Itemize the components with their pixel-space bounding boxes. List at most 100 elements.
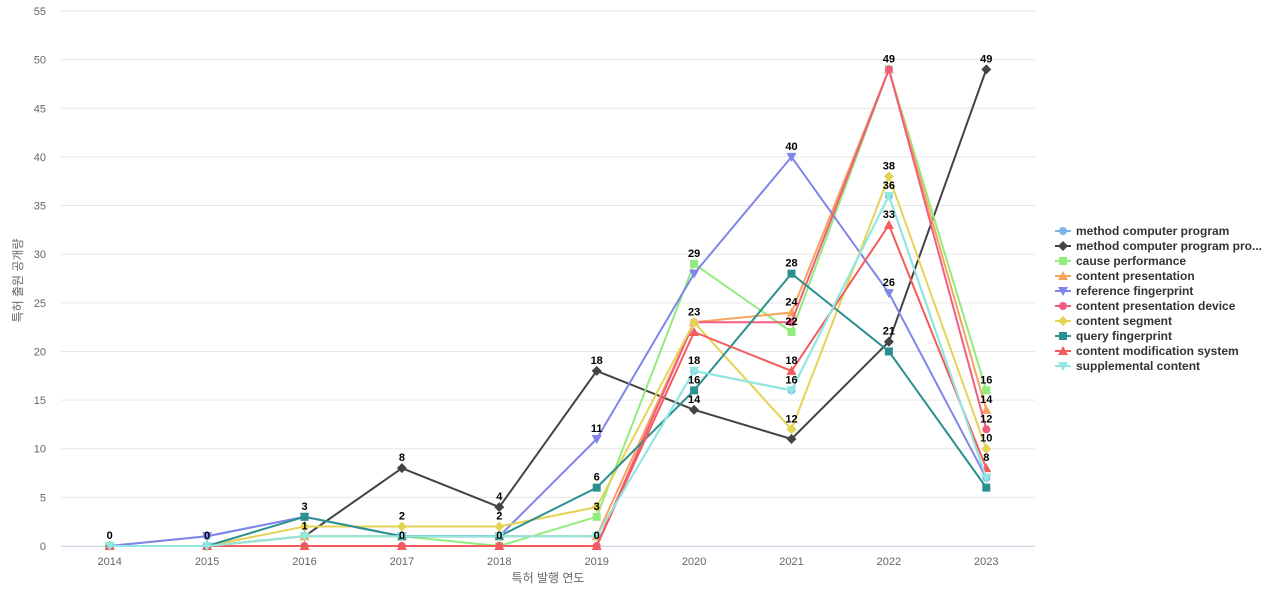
x-tick-label: 2020 bbox=[682, 556, 706, 568]
data-label: 38 bbox=[883, 160, 895, 172]
x-tick-label: 2014 bbox=[97, 556, 121, 568]
legend-item[interactable]: content modification system bbox=[1055, 344, 1239, 358]
data-point bbox=[690, 386, 699, 395]
series-line bbox=[109, 194, 988, 547]
data-point bbox=[884, 65, 893, 74]
y-tick-label: 25 bbox=[34, 298, 46, 310]
x-tick-label: 2022 bbox=[877, 556, 901, 568]
data-label: 18 bbox=[688, 355, 700, 367]
data-point bbox=[1058, 362, 1068, 371]
data-label: 1 bbox=[301, 520, 307, 532]
x-tick-label: 2015 bbox=[195, 556, 219, 568]
series-method-computer-program bbox=[105, 191, 991, 550]
data-point bbox=[396, 541, 407, 550]
legend-item[interactable]: supplemental content bbox=[1055, 359, 1200, 373]
x-tick-label: 2023 bbox=[974, 556, 998, 568]
series-line bbox=[109, 155, 988, 547]
legend-item[interactable]: reference fingerprint bbox=[1055, 284, 1193, 298]
data-label: 0 bbox=[594, 530, 600, 542]
series-content-modification-system bbox=[104, 220, 992, 550]
data-point bbox=[883, 191, 894, 201]
series-content-presentation bbox=[104, 64, 992, 550]
legend-label: content presentation device bbox=[1076, 299, 1236, 313]
series-line bbox=[109, 68, 988, 547]
data-label: 18 bbox=[591, 355, 603, 367]
series-line bbox=[109, 68, 988, 547]
data-point bbox=[299, 521, 310, 532]
data-label: 2 bbox=[496, 511, 502, 523]
data-label: 28 bbox=[785, 258, 797, 270]
y-axis: 0 5 10 15 20 25 30 35 40 45 50 55 bbox=[34, 6, 46, 553]
series-supplemental-content bbox=[104, 191, 992, 551]
legend-label: method computer program pro... bbox=[1076, 239, 1262, 253]
data-label: 12 bbox=[980, 413, 992, 425]
y-tick-label: 30 bbox=[34, 249, 46, 261]
data-point bbox=[1059, 227, 1067, 235]
data-point bbox=[689, 317, 700, 328]
series-content-segment bbox=[104, 171, 992, 551]
data-label: 14 bbox=[688, 394, 701, 406]
data-point bbox=[592, 483, 601, 492]
legend-label: method computer program bbox=[1076, 224, 1229, 238]
data-point bbox=[883, 336, 894, 347]
y-tick-label: 5 bbox=[40, 492, 46, 504]
series-line bbox=[109, 194, 988, 547]
data-point bbox=[591, 435, 602, 444]
legend-item[interactable]: method computer program bbox=[1055, 224, 1229, 238]
data-point bbox=[787, 318, 796, 327]
x-tick-label: 2017 bbox=[390, 556, 414, 568]
data-point bbox=[396, 532, 407, 542]
data-point bbox=[494, 521, 505, 532]
data-point bbox=[786, 386, 797, 396]
data-label: 8 bbox=[983, 452, 989, 464]
data-label: 12 bbox=[785, 413, 797, 425]
data-label: 10 bbox=[980, 433, 992, 445]
data-label: 22 bbox=[785, 316, 797, 328]
series-method-computer-program-pro- bbox=[104, 64, 992, 551]
legend-item[interactable]: query fingerprint bbox=[1055, 329, 1172, 343]
data-label: 26 bbox=[883, 277, 895, 289]
data-label: 29 bbox=[688, 248, 700, 260]
data-label: 14 bbox=[980, 394, 993, 406]
data-point bbox=[591, 502, 602, 513]
legend-label: content modification system bbox=[1076, 344, 1239, 358]
data-label: 3 bbox=[594, 501, 600, 513]
data-point bbox=[591, 365, 602, 376]
data-label: 0 bbox=[496, 530, 502, 542]
y-tick-label: 15 bbox=[34, 395, 46, 407]
legend-label: supplemental content bbox=[1076, 359, 1200, 373]
data-label: 33 bbox=[883, 209, 895, 221]
legend-label: cause performance bbox=[1076, 254, 1186, 268]
data-label: 6 bbox=[594, 472, 600, 484]
legend-label: content segment bbox=[1076, 314, 1172, 328]
legend-item[interactable]: content presentation device bbox=[1055, 299, 1236, 313]
y-tick-label: 35 bbox=[34, 201, 46, 213]
data-point bbox=[786, 434, 797, 444]
data-point bbox=[1058, 241, 1068, 251]
series-cause-performance bbox=[105, 65, 991, 550]
x-tick-label: 2019 bbox=[584, 556, 608, 568]
series-line bbox=[109, 175, 988, 547]
legend-item[interactable]: content presentation bbox=[1055, 269, 1195, 283]
legend-label: reference fingerprint bbox=[1076, 284, 1193, 298]
data-point bbox=[981, 473, 992, 483]
data-point bbox=[396, 521, 407, 532]
data-point bbox=[494, 532, 505, 542]
data-label: 0 bbox=[107, 530, 113, 542]
legend-item[interactable]: method computer program pro... bbox=[1055, 239, 1262, 253]
data-point bbox=[591, 532, 602, 542]
data-point bbox=[786, 152, 797, 162]
legend-item[interactable]: cause performance bbox=[1055, 254, 1186, 268]
data-label: 18 bbox=[785, 355, 797, 367]
data-point bbox=[981, 443, 992, 454]
y-axis-title: 특허 출원 공개량 bbox=[11, 239, 25, 323]
data-point bbox=[1058, 346, 1068, 355]
y-tick-label: 50 bbox=[34, 55, 46, 67]
legend-item[interactable]: content segment bbox=[1055, 314, 1172, 328]
legend-label: query fingerprint bbox=[1076, 329, 1172, 343]
data-point bbox=[1058, 271, 1068, 280]
data-label: 21 bbox=[883, 326, 895, 338]
